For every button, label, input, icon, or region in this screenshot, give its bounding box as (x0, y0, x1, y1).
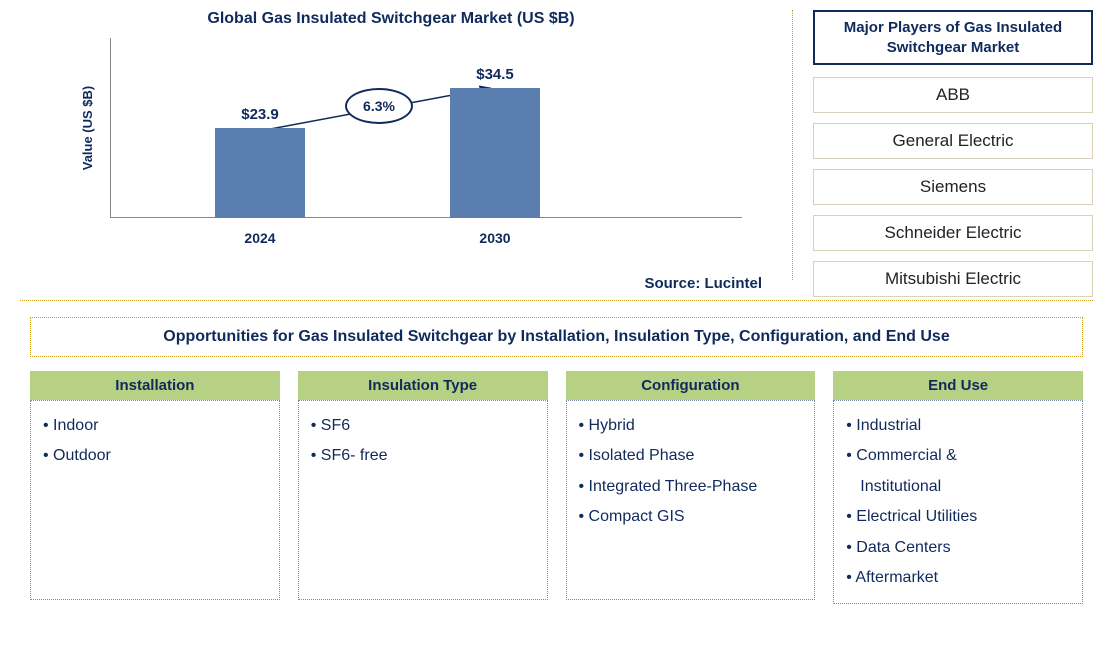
list-item: Institutional (846, 472, 1070, 502)
player-box: General Electric (813, 123, 1093, 159)
chart-area: Value (US $B) 6.3% $23.9$34.5 20242030 (110, 38, 742, 218)
list-item: Compact GIS (579, 502, 803, 532)
category-column: Insulation TypeSF6SF6- free (298, 371, 548, 604)
top-region: Global Gas Insulated Switchgear Market (… (0, 0, 1113, 300)
category-header: End Use (833, 371, 1083, 400)
category-column: End UseIndustrialCommercial &Institution… (833, 371, 1083, 604)
vertical-divider (792, 10, 793, 280)
x-tick-2030: 2030 (479, 230, 510, 246)
bar-2024: $23.9 (215, 128, 305, 218)
player-box: Mitsubishi Electric (813, 261, 1093, 297)
opportunities-header: Opportunities for Gas Insulated Switchge… (30, 317, 1083, 357)
bar-label-2030: $34.5 (476, 66, 514, 83)
categories-row: InstallationIndoorOutdoorInsulation Type… (0, 371, 1113, 604)
category-body: HybridIsolated PhaseIntegrated Three-Pha… (566, 400, 816, 600)
x-tick-2024: 2024 (244, 230, 275, 246)
players-panel: Major Players of Gas Insulated Switchgea… (803, 10, 1093, 300)
category-column: ConfigurationHybridIsolated PhaseIntegra… (566, 371, 816, 604)
category-header: Installation (30, 371, 280, 400)
list-item: Aftermarket (846, 563, 1070, 593)
x-axis-line (110, 217, 742, 218)
list-item: Commercial & (846, 441, 1070, 471)
category-header: Configuration (566, 371, 816, 400)
source-label: Source: Lucintel (644, 275, 762, 292)
y-axis-line (110, 38, 111, 218)
growth-arrow (110, 38, 742, 218)
bar-label-2024: $23.9 (241, 106, 279, 123)
list-item: Industrial (846, 411, 1070, 441)
list-item: SF6 (311, 411, 535, 441)
bar-2030: $34.5 (450, 88, 540, 218)
chart-panel: Global Gas Insulated Switchgear Market (… (20, 10, 782, 300)
player-box: Siemens (813, 169, 1093, 205)
list-item: Electrical Utilities (846, 502, 1070, 532)
x-ticks: 2024 2030 (110, 224, 742, 244)
player-box: ABB (813, 77, 1093, 113)
list-item: Isolated Phase (579, 441, 803, 471)
horizontal-divider (20, 300, 1093, 301)
player-box: Schneider Electric (813, 215, 1093, 251)
category-body: SF6SF6- free (298, 400, 548, 600)
category-header: Insulation Type (298, 371, 548, 400)
growth-rate-badge: 6.3% (345, 88, 413, 124)
list-item: Data Centers (846, 533, 1070, 563)
category-body: IndoorOutdoor (30, 400, 280, 600)
list-item: Indoor (43, 411, 267, 441)
list-item: Outdoor (43, 441, 267, 471)
category-body: IndustrialCommercial &InstitutionalElect… (833, 400, 1083, 604)
players-header: Major Players of Gas Insulated Switchgea… (813, 10, 1093, 65)
chart-title: Global Gas Insulated Switchgear Market (… (20, 10, 762, 28)
list-item: Hybrid (579, 411, 803, 441)
list-item: Integrated Three-Phase (579, 472, 803, 502)
list-item: SF6- free (311, 441, 535, 471)
players-list: ABB General Electric Siemens Schneider Elec… (813, 77, 1093, 297)
category-column: InstallationIndoorOutdoor (30, 371, 280, 604)
y-axis-label: Value (US $B) (80, 86, 95, 171)
growth-rate-value: 6.3% (363, 98, 395, 114)
